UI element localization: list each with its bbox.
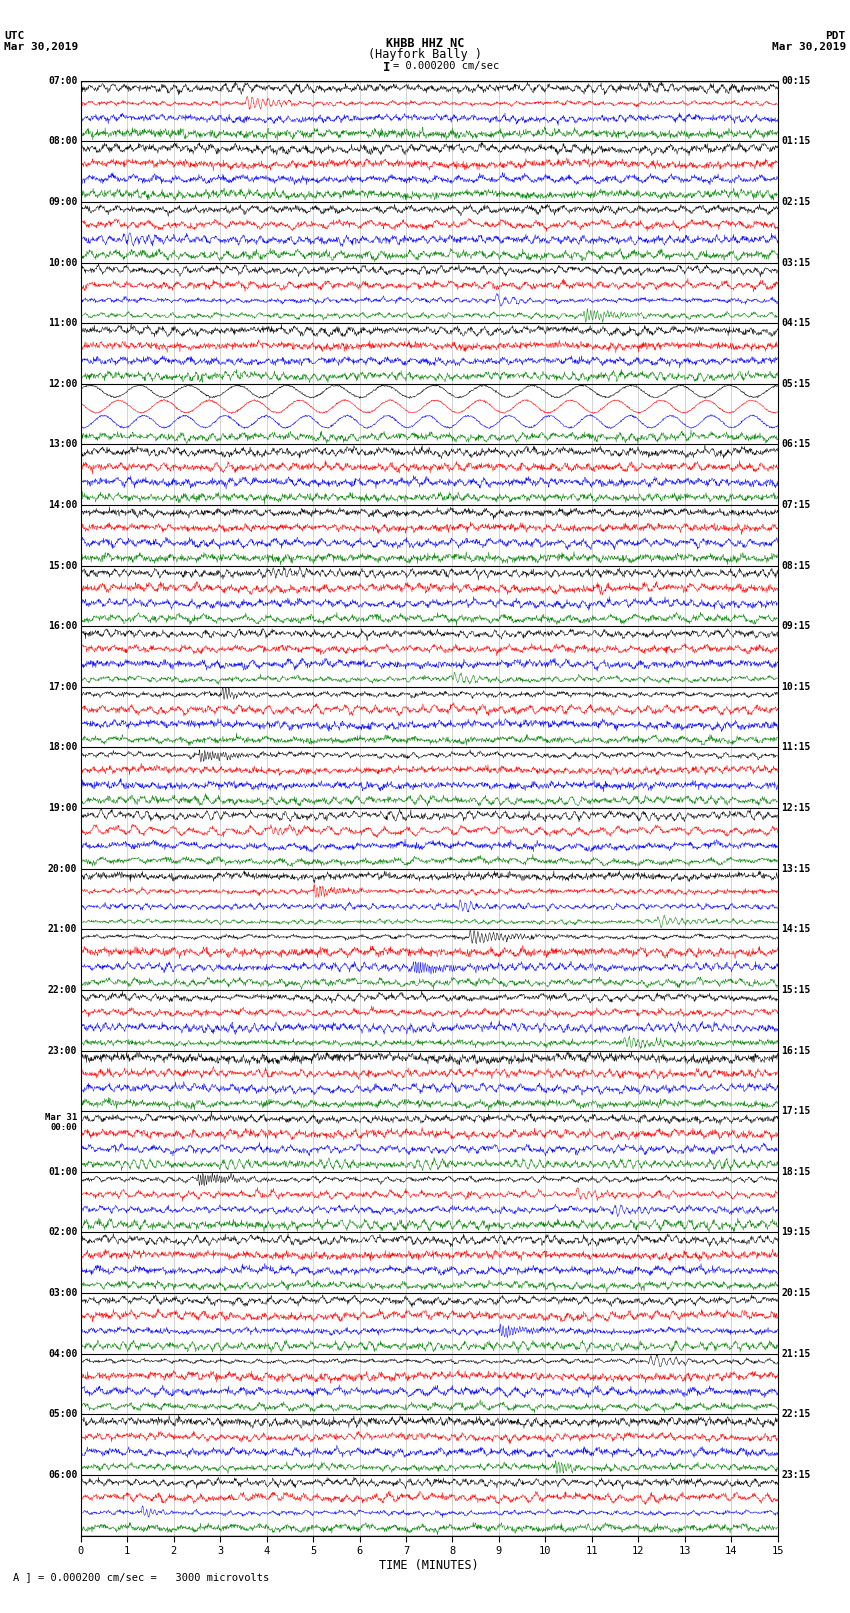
Text: A ] = 0.000200 cm/sec =   3000 microvolts: A ] = 0.000200 cm/sec = 3000 microvolts <box>13 1573 269 1582</box>
Text: Mar 30,2019: Mar 30,2019 <box>4 42 78 52</box>
Text: 15:00: 15:00 <box>48 561 77 571</box>
Text: 19:15: 19:15 <box>781 1227 811 1237</box>
Text: 00:15: 00:15 <box>781 76 811 85</box>
Text: 23:15: 23:15 <box>781 1469 811 1481</box>
Text: 16:00: 16:00 <box>48 621 77 631</box>
Text: Mar 30,2019: Mar 30,2019 <box>772 42 846 52</box>
Text: 06:15: 06:15 <box>781 439 811 450</box>
Text: 13:15: 13:15 <box>781 863 811 874</box>
Text: 10:15: 10:15 <box>781 682 811 692</box>
Text: 20:15: 20:15 <box>781 1289 811 1298</box>
Text: 04:15: 04:15 <box>781 318 811 327</box>
Text: 15:15: 15:15 <box>781 986 811 995</box>
Text: 11:15: 11:15 <box>781 742 811 753</box>
Text: 03:00: 03:00 <box>48 1289 77 1298</box>
Text: 21:00: 21:00 <box>48 924 77 934</box>
Text: 01:15: 01:15 <box>781 135 811 147</box>
X-axis label: TIME (MINUTES): TIME (MINUTES) <box>379 1558 479 1571</box>
Text: 18:15: 18:15 <box>781 1166 811 1177</box>
Text: 21:15: 21:15 <box>781 1348 811 1358</box>
Text: 22:15: 22:15 <box>781 1410 811 1419</box>
Text: 09:15: 09:15 <box>781 621 811 631</box>
Text: 08:15: 08:15 <box>781 561 811 571</box>
Text: 02:00: 02:00 <box>48 1227 77 1237</box>
Text: = 0.000200 cm/sec: = 0.000200 cm/sec <box>393 61 499 71</box>
Text: 14:00: 14:00 <box>48 500 77 510</box>
Text: 18:00: 18:00 <box>48 742 77 753</box>
Text: 06:00: 06:00 <box>48 1469 77 1481</box>
Text: I: I <box>383 61 390 74</box>
Text: 07:00: 07:00 <box>48 76 77 85</box>
Text: 02:15: 02:15 <box>781 197 811 206</box>
Text: 11:00: 11:00 <box>48 318 77 327</box>
Text: 17:00: 17:00 <box>48 682 77 692</box>
Text: 03:15: 03:15 <box>781 258 811 268</box>
Text: 17:15: 17:15 <box>781 1107 811 1116</box>
Text: 10:00: 10:00 <box>48 258 77 268</box>
Text: 19:00: 19:00 <box>48 803 77 813</box>
Text: 16:15: 16:15 <box>781 1045 811 1055</box>
Text: 22:00: 22:00 <box>48 986 77 995</box>
Text: 12:15: 12:15 <box>781 803 811 813</box>
Text: 08:00: 08:00 <box>48 135 77 147</box>
Text: (Hayfork Bally ): (Hayfork Bally ) <box>368 48 482 61</box>
Text: 20:00: 20:00 <box>48 863 77 874</box>
Text: KHBB HHZ NC: KHBB HHZ NC <box>386 37 464 50</box>
Text: 01:00: 01:00 <box>48 1166 77 1177</box>
Text: 09:00: 09:00 <box>48 197 77 206</box>
Text: 05:15: 05:15 <box>781 379 811 389</box>
Text: 13:00: 13:00 <box>48 439 77 450</box>
Text: 12:00: 12:00 <box>48 379 77 389</box>
Text: 04:00: 04:00 <box>48 1348 77 1358</box>
Text: Mar 31
00:00: Mar 31 00:00 <box>45 1113 77 1132</box>
Text: 14:15: 14:15 <box>781 924 811 934</box>
Text: 07:15: 07:15 <box>781 500 811 510</box>
Text: 23:00: 23:00 <box>48 1045 77 1055</box>
Text: UTC: UTC <box>4 31 25 40</box>
Text: 05:00: 05:00 <box>48 1410 77 1419</box>
Text: PDT: PDT <box>825 31 846 40</box>
